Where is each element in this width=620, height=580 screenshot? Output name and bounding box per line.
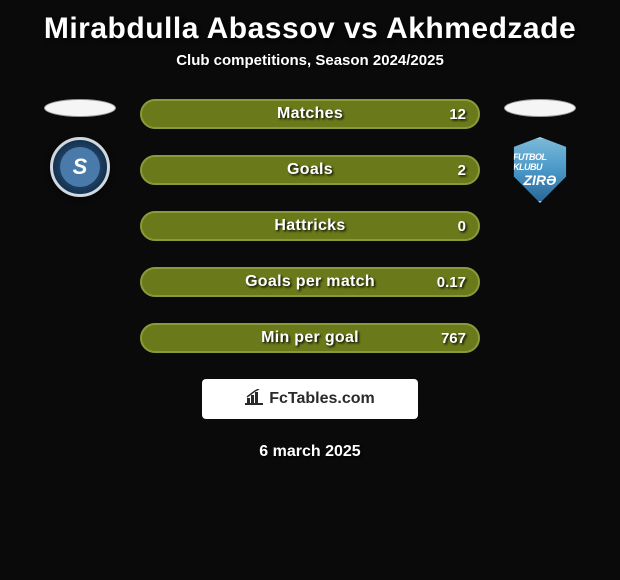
- stat-right-value: 0.17: [437, 274, 466, 291]
- right-ellipse: [504, 99, 576, 117]
- stat-bar-goals-per-match: Goals per match 0.17: [140, 267, 480, 297]
- left-ellipse: [44, 99, 116, 117]
- left-team-crest: S: [50, 137, 110, 197]
- stat-label: Hattricks: [274, 217, 345, 235]
- stat-bar-goals: Goals 2: [140, 155, 480, 185]
- stat-bar-min-per-goal: Min per goal 767: [140, 323, 480, 353]
- main-row: S Matches 12 Goals 2 Hattricks 0 Goals p…: [0, 99, 620, 353]
- infographic-container: Mirabdulla Abassov vs Akhmedzade Club co…: [0, 0, 620, 461]
- stat-label: Min per goal: [261, 329, 359, 347]
- footer-brand-text: FcTables.com: [269, 390, 375, 408]
- stat-right-value: 12: [449, 106, 466, 123]
- date-stamp: 6 march 2025: [0, 443, 620, 461]
- right-team-name: ZIRƏ: [523, 172, 556, 188]
- stat-label: Goals per match: [245, 273, 375, 291]
- left-team-initial: S: [60, 147, 100, 187]
- stat-right-value: 767: [441, 330, 466, 347]
- right-column: FUTBOL KLUBU ZIRƏ: [500, 99, 580, 203]
- stat-right-value: 0: [458, 218, 466, 235]
- right-team-crest: FUTBOL KLUBU ZIRƏ: [511, 137, 569, 203]
- stat-bars: Matches 12 Goals 2 Hattricks 0 Goals per…: [140, 99, 480, 353]
- chart-icon: [245, 389, 263, 410]
- page-title: Mirabdulla Abassov vs Akhmedzade: [0, 0, 620, 52]
- stat-right-value: 2: [458, 162, 466, 179]
- stat-bar-matches: Matches 12: [140, 99, 480, 129]
- page-subtitle: Club competitions, Season 2024/2025: [0, 52, 620, 99]
- right-team-subtext: FUTBOL KLUBU: [513, 152, 567, 172]
- stat-label: Goals: [287, 161, 333, 179]
- left-column: S: [40, 99, 120, 197]
- footer-brand-badge: FcTables.com: [202, 379, 418, 419]
- stat-label: Matches: [277, 105, 343, 123]
- stat-bar-hattricks: Hattricks 0: [140, 211, 480, 241]
